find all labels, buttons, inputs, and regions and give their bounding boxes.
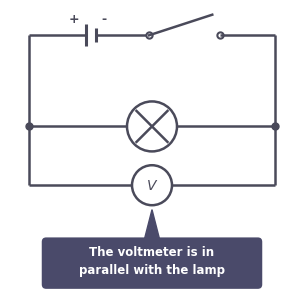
Circle shape (127, 101, 177, 151)
FancyBboxPatch shape (42, 238, 262, 289)
Polygon shape (144, 210, 160, 242)
Circle shape (132, 165, 172, 205)
Text: +: + (69, 13, 79, 26)
Text: V: V (147, 179, 157, 193)
Text: -: - (102, 13, 107, 26)
Text: The voltmeter is in
parallel with the lamp: The voltmeter is in parallel with the la… (79, 246, 225, 277)
